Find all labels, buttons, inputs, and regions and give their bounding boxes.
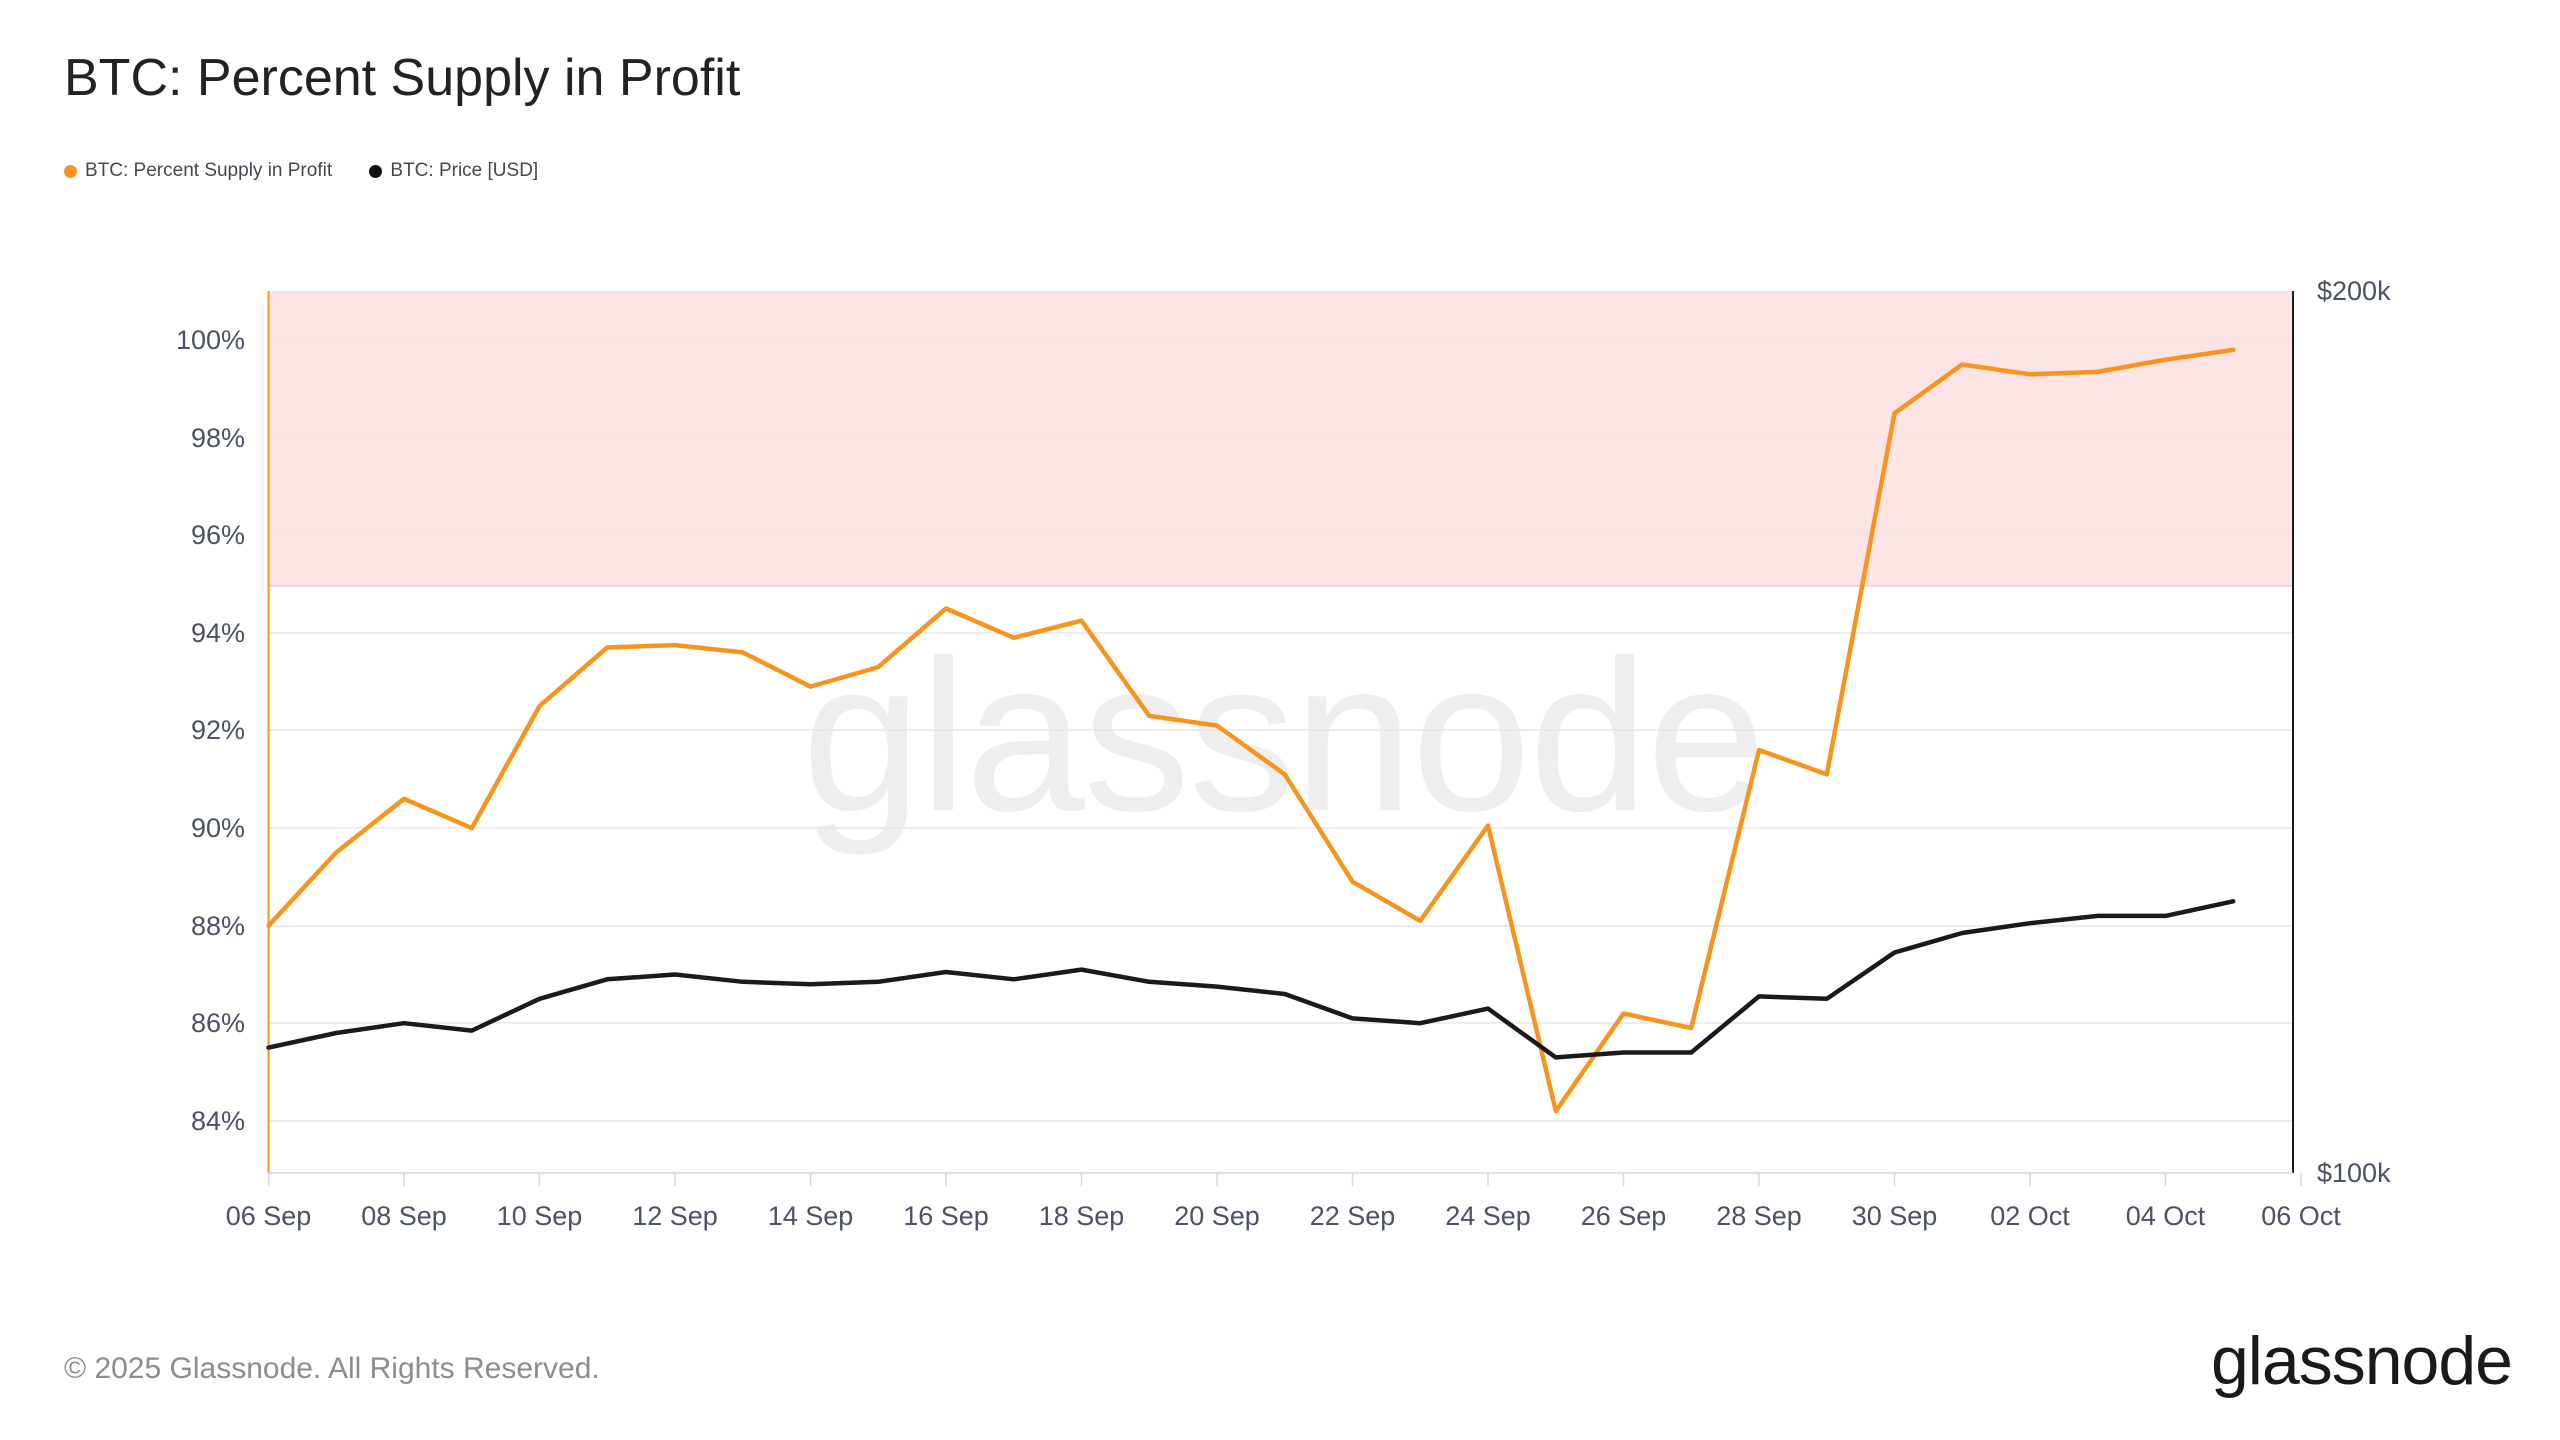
svg-text:06 Sep: 06 Sep bbox=[226, 1201, 312, 1231]
svg-text:02 Oct: 02 Oct bbox=[1990, 1201, 2070, 1231]
svg-text:10 Sep: 10 Sep bbox=[497, 1201, 583, 1231]
svg-text:98%: 98% bbox=[191, 423, 245, 453]
svg-text:26 Sep: 26 Sep bbox=[1581, 1201, 1667, 1231]
svg-text:glassnode: glassnode bbox=[802, 615, 1764, 856]
svg-text:08 Sep: 08 Sep bbox=[361, 1201, 447, 1231]
svg-text:24 Sep: 24 Sep bbox=[1445, 1201, 1531, 1231]
svg-text:06 Oct: 06 Oct bbox=[2261, 1201, 2341, 1231]
svg-text:94%: 94% bbox=[191, 618, 245, 648]
svg-text:16 Sep: 16 Sep bbox=[903, 1201, 989, 1231]
svg-text:84%: 84% bbox=[191, 1106, 245, 1136]
svg-text:12 Sep: 12 Sep bbox=[632, 1201, 718, 1231]
svg-text:22 Sep: 22 Sep bbox=[1310, 1201, 1396, 1231]
svg-text:14 Sep: 14 Sep bbox=[768, 1201, 854, 1231]
svg-text:30 Sep: 30 Sep bbox=[1852, 1201, 1938, 1231]
svg-text:18 Sep: 18 Sep bbox=[1039, 1201, 1125, 1231]
svg-text:28 Sep: 28 Sep bbox=[1716, 1201, 1802, 1231]
svg-text:100%: 100% bbox=[176, 325, 245, 355]
svg-text:$200k: $200k bbox=[2317, 276, 2391, 306]
svg-text:86%: 86% bbox=[191, 1008, 245, 1038]
svg-text:90%: 90% bbox=[191, 813, 245, 843]
svg-text:88%: 88% bbox=[191, 911, 245, 941]
svg-text:20 Sep: 20 Sep bbox=[1174, 1201, 1260, 1231]
svg-text:04 Oct: 04 Oct bbox=[2126, 1201, 2206, 1231]
svg-text:92%: 92% bbox=[191, 715, 245, 745]
svg-text:96%: 96% bbox=[191, 520, 245, 550]
svg-text:$100k: $100k bbox=[2317, 1158, 2391, 1188]
